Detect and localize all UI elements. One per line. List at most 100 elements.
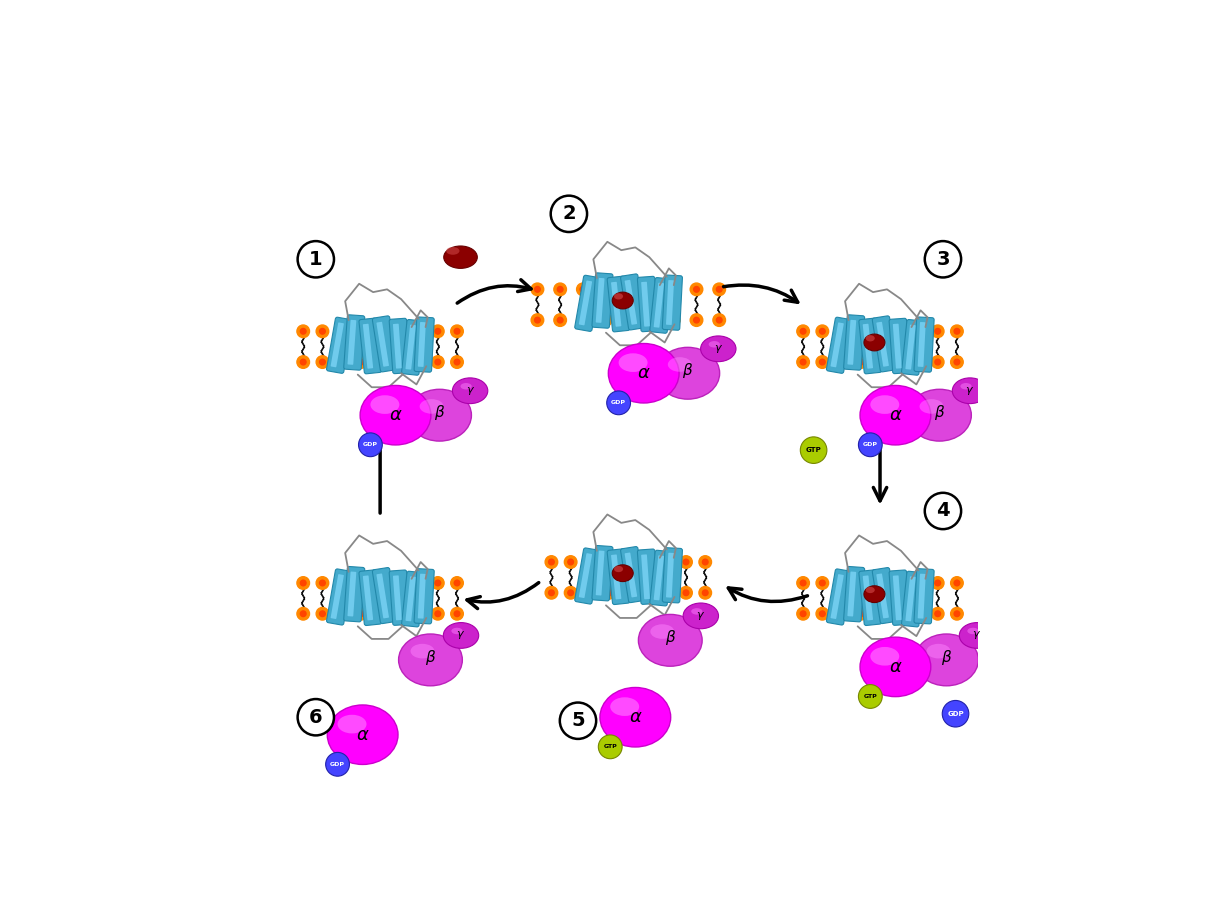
Circle shape — [835, 577, 848, 589]
Circle shape — [358, 360, 364, 365]
Ellipse shape — [683, 603, 718, 628]
FancyBboxPatch shape — [843, 567, 864, 622]
Circle shape — [954, 611, 960, 617]
Circle shape — [839, 580, 845, 586]
FancyBboxPatch shape — [418, 322, 425, 367]
Ellipse shape — [866, 587, 875, 593]
FancyBboxPatch shape — [575, 548, 601, 604]
Circle shape — [716, 287, 722, 292]
FancyBboxPatch shape — [889, 570, 910, 626]
Circle shape — [896, 580, 902, 586]
Circle shape — [625, 287, 631, 292]
Ellipse shape — [611, 697, 639, 716]
FancyBboxPatch shape — [394, 576, 402, 620]
Circle shape — [354, 577, 368, 589]
Circle shape — [600, 283, 612, 296]
Ellipse shape — [960, 383, 972, 390]
FancyBboxPatch shape — [662, 548, 683, 603]
Circle shape — [679, 556, 693, 568]
Ellipse shape — [614, 293, 623, 300]
Text: $\gamma$: $\gamma$ — [696, 610, 705, 622]
FancyBboxPatch shape — [662, 275, 683, 331]
Circle shape — [817, 356, 829, 369]
Circle shape — [690, 283, 702, 296]
FancyBboxPatch shape — [877, 574, 889, 618]
Circle shape — [671, 317, 677, 323]
Circle shape — [564, 587, 577, 599]
Circle shape — [912, 577, 924, 589]
FancyBboxPatch shape — [406, 325, 416, 370]
Circle shape — [558, 317, 563, 323]
Text: $\beta$: $\beta$ — [434, 403, 445, 422]
Circle shape — [896, 329, 902, 334]
Circle shape — [396, 360, 402, 365]
Circle shape — [649, 287, 653, 292]
Ellipse shape — [959, 623, 994, 648]
Circle shape — [338, 611, 345, 617]
Circle shape — [432, 325, 444, 338]
Circle shape — [338, 329, 345, 334]
Circle shape — [625, 559, 631, 565]
Circle shape — [801, 360, 805, 365]
Circle shape — [932, 577, 944, 589]
Ellipse shape — [408, 390, 472, 441]
Circle shape — [316, 356, 329, 369]
Circle shape — [394, 356, 406, 369]
Ellipse shape — [668, 357, 691, 371]
Circle shape — [699, 556, 711, 568]
Text: GDP: GDP — [863, 442, 878, 448]
FancyBboxPatch shape — [579, 281, 592, 325]
FancyBboxPatch shape — [826, 569, 852, 625]
Circle shape — [797, 325, 809, 338]
Text: GDP: GDP — [611, 400, 626, 405]
Circle shape — [607, 391, 630, 415]
FancyBboxPatch shape — [596, 278, 604, 323]
Circle shape — [858, 433, 883, 457]
Circle shape — [435, 360, 440, 365]
Ellipse shape — [398, 634, 462, 686]
Ellipse shape — [859, 637, 931, 696]
Circle shape — [300, 611, 306, 617]
FancyBboxPatch shape — [402, 571, 424, 627]
FancyBboxPatch shape — [343, 315, 365, 370]
Circle shape — [394, 325, 406, 338]
FancyBboxPatch shape — [863, 324, 873, 369]
Circle shape — [394, 607, 406, 620]
Circle shape — [699, 587, 711, 599]
Circle shape — [546, 587, 558, 599]
FancyBboxPatch shape — [596, 550, 604, 596]
Circle shape — [667, 314, 680, 326]
Ellipse shape — [967, 627, 978, 634]
Ellipse shape — [612, 565, 633, 582]
Circle shape — [896, 611, 902, 617]
Circle shape — [622, 587, 635, 599]
Circle shape — [835, 356, 848, 369]
Ellipse shape — [461, 383, 472, 390]
Circle shape — [416, 329, 422, 334]
Circle shape — [358, 580, 364, 586]
Circle shape — [817, 607, 829, 620]
FancyBboxPatch shape — [830, 322, 843, 368]
Circle shape — [396, 611, 402, 617]
Text: 5: 5 — [571, 711, 585, 730]
FancyBboxPatch shape — [901, 571, 924, 627]
FancyBboxPatch shape — [915, 568, 934, 624]
Text: 4: 4 — [937, 501, 950, 520]
Circle shape — [943, 700, 969, 727]
Circle shape — [300, 329, 306, 334]
Circle shape — [374, 577, 386, 589]
Circle shape — [858, 329, 863, 334]
Circle shape — [954, 360, 960, 365]
Circle shape — [396, 329, 402, 334]
Circle shape — [877, 580, 883, 586]
Circle shape — [935, 580, 940, 586]
Circle shape — [819, 329, 825, 334]
Circle shape — [716, 317, 722, 323]
Circle shape — [912, 607, 924, 620]
FancyBboxPatch shape — [611, 555, 622, 599]
FancyBboxPatch shape — [376, 321, 389, 367]
Circle shape — [916, 329, 921, 334]
Circle shape — [702, 590, 709, 596]
Circle shape — [950, 325, 964, 338]
FancyBboxPatch shape — [402, 320, 424, 375]
